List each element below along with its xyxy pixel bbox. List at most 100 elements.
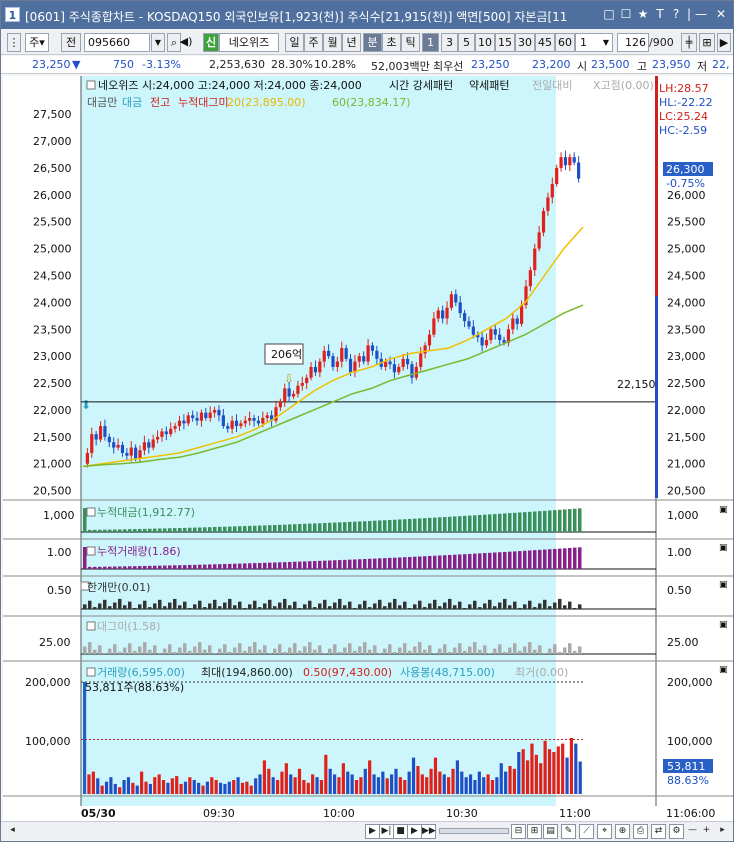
close-icon[interactable]: ▣: [719, 665, 728, 675]
candle-body: [348, 358, 353, 373]
single-volume-bar: [428, 603, 432, 609]
tab-period-week[interactable]: 주: [304, 33, 323, 52]
price-axis-tick-left: 23,500: [33, 323, 72, 336]
interval-10[interactable]: 10: [475, 33, 495, 52]
snapshot-icon[interactable]: ⎙: [633, 824, 648, 839]
tab-period-minute[interactable]: 분: [363, 33, 382, 52]
big-order-bar: [128, 643, 132, 654]
tool-icon[interactable]: ✎: [561, 824, 576, 839]
close-icon[interactable]: ▣: [719, 505, 728, 515]
scroll-left-icon[interactable]: ◂: [10, 825, 15, 835]
cumulative-volume-bar: [298, 561, 302, 569]
page-count-input[interactable]: 126: [617, 33, 649, 52]
cursor-icon[interactable]: ⌖: [597, 824, 612, 839]
zoom-out-button[interactable]: —: [688, 825, 697, 835]
price-axis-tick-right: 24,500: [667, 269, 706, 282]
font-icon[interactable]: T: [656, 7, 664, 21]
expand-icon[interactable]: ▶: [717, 33, 731, 52]
big-order-bar: [318, 645, 322, 654]
interval-1[interactable]: 1: [422, 33, 439, 52]
high-price: 23,950: [652, 58, 691, 71]
single-volume-bar: [408, 608, 412, 609]
close-icon[interactable]: ▣: [719, 543, 728, 553]
grid-icon[interactable]: ⊞: [527, 824, 542, 839]
stock-code-input[interactable]: 095660: [84, 33, 150, 52]
candle-body: [423, 345, 427, 354]
cumulative-amount-bar: [123, 529, 127, 532]
toolbar: ⋮ 주▾ 전 095660 ▼ ⌕ ◀) 신 네오위즈 일 주 월 년 분 초 …: [1, 30, 733, 55]
help-icon[interactable]: ?: [672, 7, 680, 21]
restore-icon[interactable]: □: [603, 7, 615, 21]
chart-area[interactable]: 네오위즈 시:24,000 고:24,000 저:24,000 종:24,000…: [3, 76, 733, 821]
scroll-right-icon[interactable]: ▸: [720, 825, 725, 835]
legend-checkbox[interactable]: [86, 80, 96, 90]
tab-period-day[interactable]: 일: [285, 33, 304, 52]
single-volume-bar: [423, 607, 427, 609]
legend-checkbox[interactable]: [80, 581, 90, 591]
close-icon[interactable]: ✕: [715, 7, 727, 21]
zoom-in-button[interactable]: +: [702, 825, 711, 835]
all-button[interactable]: 전: [61, 33, 81, 52]
interval-select[interactable]: 1 ▼: [575, 33, 613, 52]
cumulative-amount-bar: [428, 517, 432, 532]
speaker-icon[interactable]: ◀): [179, 35, 193, 48]
drag-handle-icon[interactable]: ⋮: [7, 33, 21, 52]
next-icon[interactable]: ▶: [407, 824, 422, 839]
volume-bar: [363, 768, 367, 794]
tab-period-year[interactable]: 년: [342, 33, 361, 52]
market-select[interactable]: 주▾: [25, 33, 49, 52]
cumulative-volume-bar: [148, 565, 152, 569]
stock-name-field[interactable]: 네오위즈: [219, 33, 279, 52]
volume-bar: [113, 783, 117, 794]
big-order-bar: [293, 643, 297, 654]
single-volume-bar: [538, 603, 542, 609]
interval-15[interactable]: 15: [495, 33, 515, 52]
candle-body: [309, 366, 313, 378]
volume-bar: [337, 777, 341, 794]
legend-checkbox[interactable]: [86, 507, 96, 517]
app-icon[interactable]: 1: [5, 7, 20, 22]
copy-icon[interactable]: ☐: [620, 7, 632, 21]
interval-5[interactable]: 5: [458, 33, 475, 52]
search-icon[interactable]: ⌕: [167, 33, 181, 52]
tab-period-month[interactable]: 월: [323, 33, 342, 52]
cumulative-volume-bar: [268, 562, 272, 569]
candle-body: [568, 157, 572, 166]
interval-60[interactable]: 60: [555, 33, 575, 52]
volume-bar: [267, 768, 271, 794]
compare-icon[interactable]: ⇄: [651, 824, 666, 839]
legend-checkbox[interactable]: [86, 667, 96, 677]
legend-checkbox[interactable]: [86, 621, 96, 631]
measure-icon[interactable]: ⊕: [615, 824, 630, 839]
close-icon[interactable]: ▣: [719, 620, 728, 630]
zoom-icon[interactable]: ⊟: [511, 824, 526, 839]
line-icon[interactable]: ⟋: [579, 824, 594, 839]
play-icon[interactable]: ▶: [365, 824, 380, 839]
interval-45[interactable]: 45: [535, 33, 555, 52]
fast-forward-icon[interactable]: ▶▶: [421, 824, 436, 839]
minimize-icon[interactable]: —: [695, 7, 707, 21]
big-order-bar: [118, 651, 122, 654]
stop-icon[interactable]: ■: [393, 824, 408, 839]
settings-icon[interactable]: ⚙: [669, 824, 684, 839]
price-axis-tick-right: 25,500: [667, 216, 706, 229]
interval-30[interactable]: 30: [515, 33, 535, 52]
candle-body: [112, 442, 116, 448]
tab-period-second[interactable]: 초: [382, 33, 401, 52]
layout-icon[interactable]: ▤: [543, 824, 558, 839]
candle-body: [291, 393, 296, 397]
volume-bar: [311, 774, 315, 794]
close-icon[interactable]: ▣: [719, 580, 728, 590]
chevron-down-icon[interactable]: ▼: [151, 33, 165, 52]
star-icon[interactable]: ★: [637, 7, 649, 21]
chart-canvas[interactable]: 네오위즈 시:24,000 고:24,000 저:24,000 종:24,000…: [3, 76, 733, 821]
cumulative-volume-bar: [478, 553, 482, 569]
scrollbar[interactable]: [439, 828, 509, 834]
legend-checkbox[interactable]: [86, 546, 96, 556]
indicator-icon[interactable]: ⊞: [699, 33, 715, 52]
tab-period-tick[interactable]: 틱: [401, 33, 420, 52]
candle-settings-icon[interactable]: ╪: [681, 33, 697, 52]
single-volume-bar: [118, 598, 122, 609]
interval-3[interactable]: 3: [441, 33, 458, 52]
step-icon[interactable]: ▶|: [379, 824, 394, 839]
